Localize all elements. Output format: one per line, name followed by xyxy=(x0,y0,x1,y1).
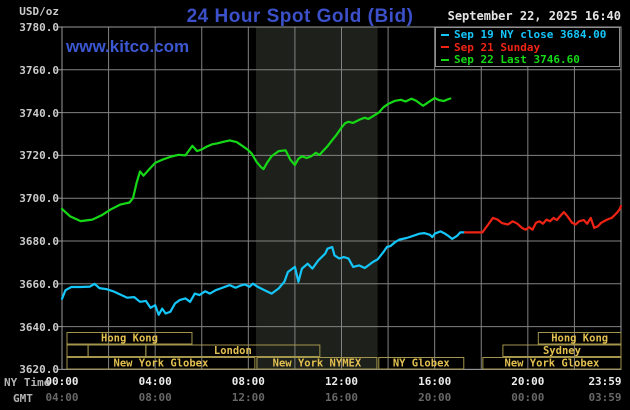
legend-label-sep19: Sep 19 NY close 3684.00 xyxy=(454,28,607,41)
kitco-link[interactable]: www.kitco.com xyxy=(66,37,190,56)
x-axis-ny-label: 08:00 xyxy=(231,375,265,388)
session-box xyxy=(66,344,89,357)
session-label: Hong Kong xyxy=(551,333,608,345)
session-box-ny-globex xyxy=(378,357,465,370)
x-axis-gmt-label: 00:00 xyxy=(511,391,545,404)
cyan-line-swatch xyxy=(441,33,449,36)
session-box-new-york-nymex xyxy=(256,357,378,370)
red-line-swatch xyxy=(441,46,449,48)
x-axis-gmt-label: 16:00 xyxy=(324,391,359,404)
price-line-red xyxy=(463,205,623,234)
session-box-new-york-globex xyxy=(66,357,256,370)
legend-label-sep21: Sep 21 Sunday xyxy=(454,40,541,54)
session-label: NY Globex xyxy=(393,358,451,370)
y-axis-label: 3760.0 xyxy=(19,63,59,77)
x-axis-ny-label: 20:00 xyxy=(511,375,545,388)
chart-title: 24 Hour Spot Gold (Bid) xyxy=(186,6,414,27)
gmt-caption: GMT xyxy=(13,392,33,405)
session-box-sydney xyxy=(502,344,622,357)
x-axis-gmt-label: 03:59 xyxy=(588,391,622,404)
session-label: New York Globex xyxy=(114,358,210,370)
x-axis-gmt-label: 08:00 xyxy=(138,391,172,404)
x-axis-ny-label: 04:00 xyxy=(138,375,172,388)
x-axis-ny-label: 23:59 xyxy=(588,375,622,388)
y-axis-label: 3660.0 xyxy=(19,277,59,291)
y-axis-units: USD/oz xyxy=(19,5,59,18)
session-box-hong-kong xyxy=(66,332,193,345)
price-line-green xyxy=(60,96,452,223)
session-label: New York Globex xyxy=(505,358,601,370)
y-axis-label: 3720.0 xyxy=(19,149,59,163)
x-axis-ny-label: 12:00 xyxy=(324,375,359,388)
y-axis-label: 3740.0 xyxy=(19,106,59,120)
legend-item-sep22: Sep 22 Last 3746.60 xyxy=(440,53,619,66)
y-axis-label: 3640.0 xyxy=(19,320,59,334)
y-axis-label: 3680.0 xyxy=(19,235,59,248)
session-box-london xyxy=(145,344,321,357)
session-label: Sydney xyxy=(543,345,582,357)
legend-item-sep19: Sep 19 NY close 3684.00 xyxy=(440,28,619,41)
session-box-new-york-globex xyxy=(482,357,622,370)
legend: Sep 19 NY close 3684.00 Sep 21 Sunday Se… xyxy=(435,27,620,67)
session-label: Hong Kong xyxy=(101,333,158,345)
legend-label-sep22: Sep 22 Last 3746.60 xyxy=(454,53,580,66)
x-axis-ny-label: 16:00 xyxy=(418,375,452,388)
session-label: London xyxy=(214,345,252,357)
session-label: New York NYMEX xyxy=(273,358,362,370)
y-axis-label: 3700.0 xyxy=(19,192,59,206)
x-axis-gmt-label: 20:00 xyxy=(418,391,452,404)
session-box-hong-kong xyxy=(537,332,622,345)
green-line-swatch xyxy=(441,58,449,61)
x-axis-ny-label: 00:00 xyxy=(45,375,79,388)
y-axis-label: 3620.0 xyxy=(19,363,59,377)
y-axis-label: 3780.0 xyxy=(19,21,59,34)
ny-time-caption: NY Time xyxy=(4,376,51,389)
price-line-cyan xyxy=(60,230,466,316)
session-box xyxy=(87,344,147,357)
legend-item-sep21: Sep 21 Sunday xyxy=(440,40,619,54)
datetime-label: September 22, 2025 16:40 xyxy=(447,9,621,23)
x-axis-gmt-label: 04:00 xyxy=(45,391,79,404)
x-axis-gmt-label: 12:00 xyxy=(231,391,265,404)
